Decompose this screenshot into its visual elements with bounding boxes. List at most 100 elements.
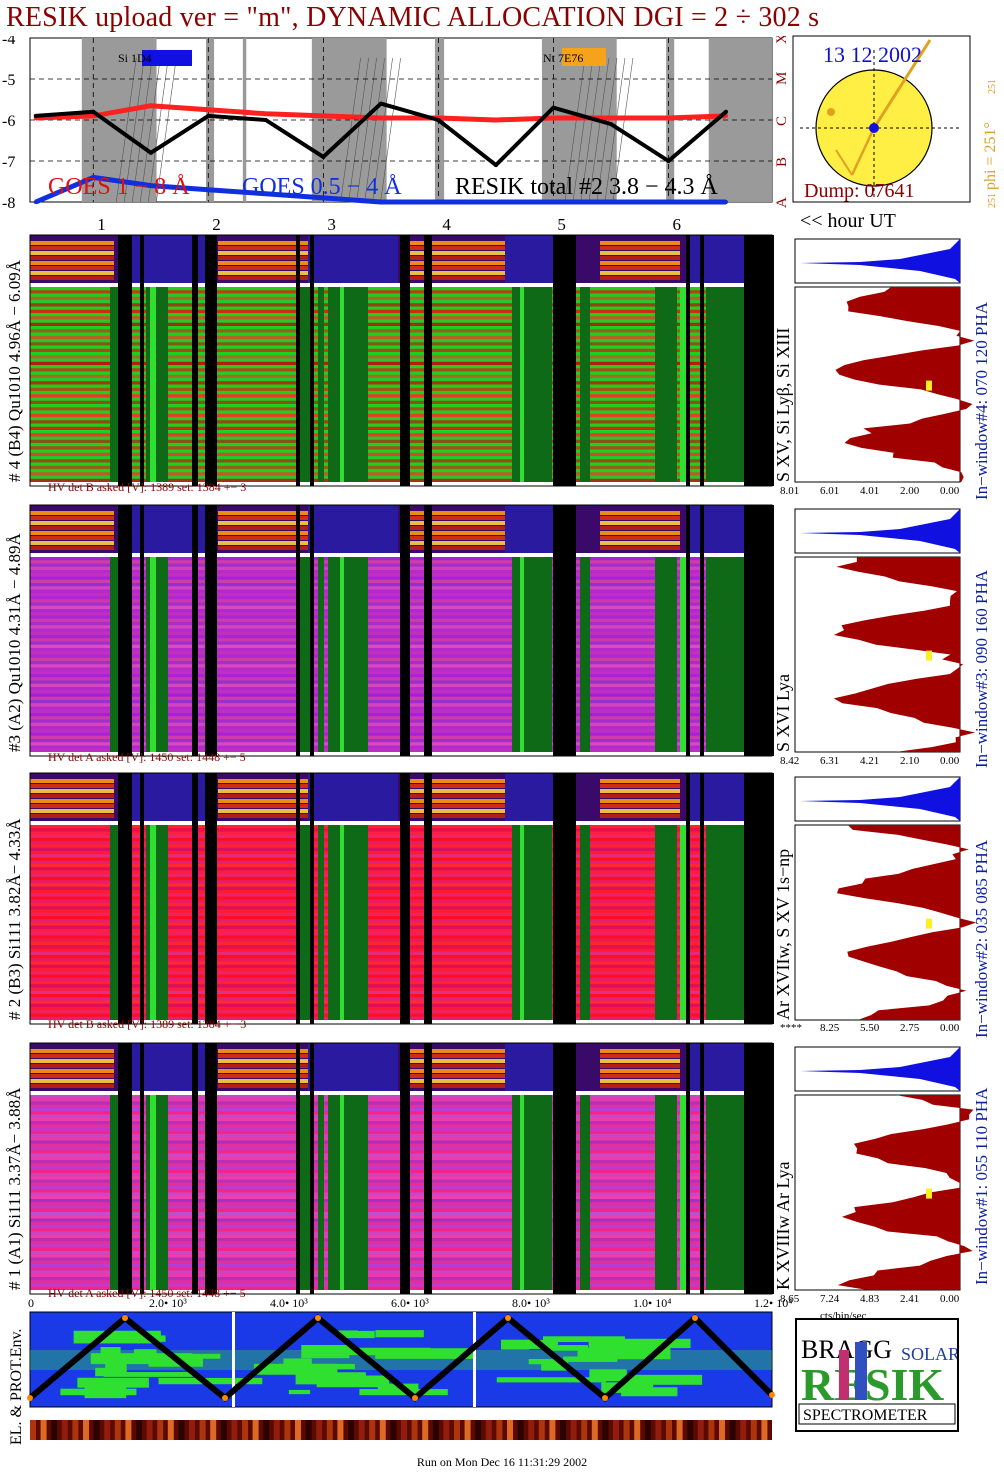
goes-data-point [723, 109, 728, 114]
spectrogram-column [512, 557, 552, 752]
profile-band [410, 1059, 510, 1063]
env-strip-cell [411, 1420, 418, 1440]
env-band [253, 1363, 338, 1375]
spectrogram-column [512, 825, 552, 1020]
profile-band [218, 1054, 308, 1058]
hatch-line [115, 57, 137, 203]
pha-top-hist [800, 239, 960, 283]
goes-data-point [378, 200, 383, 204]
time-tick-label: 1.2• 10⁴ [754, 1296, 793, 1310]
goes-data-point [493, 118, 498, 122]
pha-main-hist [835, 287, 975, 482]
profile-band [30, 1079, 114, 1083]
profile-band [218, 246, 308, 250]
logo-graphic: BRAGG RESIK SOLAR SPECTROMETER [798, 1335, 960, 1425]
profile-band [218, 794, 308, 798]
profile-band [410, 789, 510, 793]
profile-band [218, 251, 308, 255]
env-strip-cell [538, 1420, 545, 1440]
spectrogram-column [146, 557, 168, 752]
time-tick-label: 2.0• 10³ [149, 1296, 187, 1310]
profile-noise [308, 773, 398, 821]
goes-data-point [608, 200, 613, 204]
profile-band [410, 516, 510, 520]
spectrogram-column [340, 1095, 344, 1290]
spectrogram-column [680, 1095, 688, 1290]
env-band [100, 1347, 121, 1356]
profile-band [600, 1049, 680, 1053]
profile-noise [690, 1043, 745, 1091]
profile-band [218, 809, 308, 813]
pha-tick-label: 6.01 [820, 485, 840, 497]
profile-band [30, 546, 114, 550]
profile-band [30, 799, 114, 803]
time-tick-label: 1.0• 10⁴ [633, 1296, 672, 1310]
goes-ytick-label: -4 [2, 36, 15, 48]
profile-band [30, 256, 114, 260]
goes-data-point [666, 115, 671, 120]
spectrogram-column [110, 557, 120, 752]
phi-direction-line [872, 39, 932, 129]
env-band [301, 1344, 350, 1359]
spectrogram-column [512, 287, 552, 482]
goes-data-point [608, 115, 613, 120]
data-gap [424, 773, 430, 1024]
window-label-det1: In−window#1: 055 110 PHA [972, 1087, 991, 1285]
pha-main-hist [837, 825, 977, 1020]
spectrogram-column [655, 557, 677, 752]
pha-tick-label: 0.00 [940, 1293, 960, 1305]
data-gap [553, 773, 573, 1024]
env-strip-cell [581, 1420, 588, 1440]
profile-noise [308, 235, 398, 283]
left-label-det2: # 2 (B3) Si111 3.82Å− 4.33Å [5, 818, 24, 1020]
hatch-line [139, 57, 161, 203]
env-strip-cell [676, 1420, 683, 1440]
data-gap [192, 773, 198, 1024]
hatch-line [596, 57, 618, 203]
hatch-line [356, 57, 377, 203]
goes-ytick-label: -5 [2, 72, 15, 89]
hv-label-det4: HV det B asked [V]: 1389 set: 1384 +− 3 [48, 480, 247, 494]
profile-band [30, 241, 114, 245]
profile-band [410, 809, 510, 813]
hatch-line [604, 57, 626, 203]
phi-small-bottom: 251 [987, 193, 998, 208]
profile-band [218, 804, 308, 808]
env-strip-cell [167, 1420, 174, 1440]
pha-tick-label: 5.50 [860, 1022, 880, 1034]
profile-band [218, 271, 308, 275]
env-band [342, 1330, 375, 1339]
env-strip-cell [729, 1420, 736, 1440]
data-gap [140, 1043, 144, 1294]
env-strip-cell [507, 1420, 513, 1440]
hour-axis-label: << hour UT [800, 210, 896, 232]
time-tick-label: 0 [28, 1296, 34, 1310]
profile-band [600, 541, 680, 545]
left-label-det4: # 4 (B4) Qu1010 4.96Å − 6.09Å [5, 259, 24, 482]
env-strip-cell [337, 1420, 344, 1440]
spectrogram-column [110, 1095, 120, 1290]
goes-data-point [666, 159, 671, 163]
spectrogram-column [680, 287, 688, 482]
goes-data-point [493, 200, 498, 204]
goes-data-point [206, 113, 211, 118]
env-strip-cell [40, 1420, 47, 1440]
profile-band [30, 804, 114, 808]
line-label-det4: S XV, Si Lyβ, Si XIII [773, 327, 793, 482]
env-strip-cell [666, 1420, 672, 1440]
profile-band [600, 271, 680, 275]
env-band [589, 1369, 627, 1382]
profile-band [410, 536, 510, 540]
spectrogram-column [580, 287, 590, 482]
data-gap [744, 1043, 774, 1294]
orbit-point [122, 1315, 128, 1321]
data-gap [553, 505, 573, 756]
profile-band [600, 526, 680, 530]
spectrogram-column [520, 557, 524, 752]
pha-tick-label: 8.42 [780, 755, 800, 767]
env-strip-cell [634, 1420, 641, 1440]
detector-panel [29, 504, 976, 757]
profile-band [600, 809, 680, 813]
profile-band [218, 1064, 308, 1068]
env-band [601, 1382, 654, 1393]
